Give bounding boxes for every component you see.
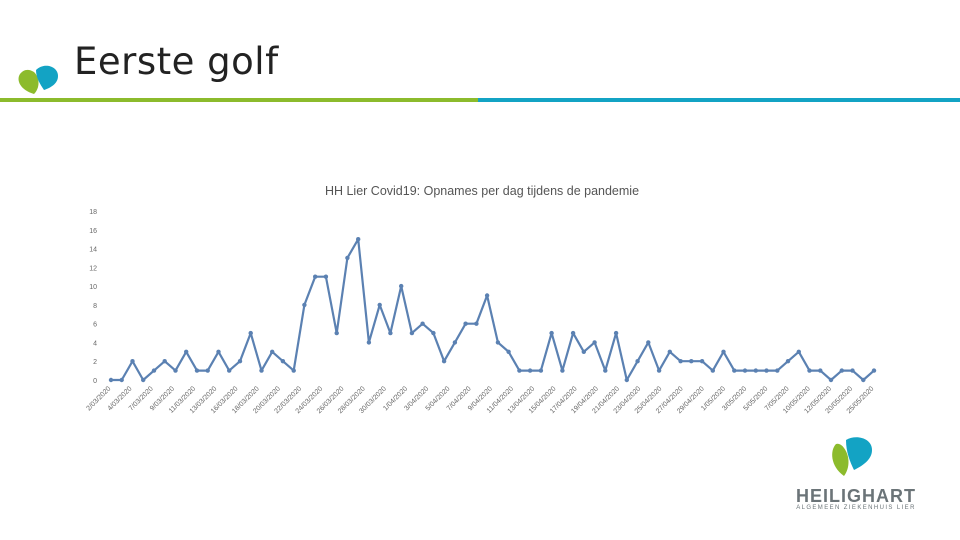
y-tick-label: 6 <box>93 322 97 329</box>
data-point <box>570 330 576 336</box>
data-point <box>388 330 393 336</box>
data-point <box>399 283 404 289</box>
data-point <box>581 349 586 354</box>
data-point <box>162 359 167 364</box>
title-rule-blue <box>478 98 960 102</box>
data-point <box>270 349 275 354</box>
data-point <box>538 368 544 373</box>
data-point <box>345 255 350 261</box>
data-point <box>753 368 758 373</box>
y-tick-label: 14 <box>89 247 97 254</box>
heilighart-logo-icon <box>18 65 58 94</box>
data-point <box>764 368 769 373</box>
brand-subtitle: ALGEMEEN ZIEKENHUIS LIER <box>796 505 916 511</box>
data-point <box>173 368 178 373</box>
y-tick-label: 18 <box>89 209 97 216</box>
data-point <box>603 368 608 373</box>
data-point <box>861 377 866 383</box>
data-point <box>796 349 801 354</box>
data-point <box>409 330 415 336</box>
data-point <box>119 377 124 383</box>
data-point <box>839 368 844 373</box>
y-tick-label: 8 <box>93 303 97 310</box>
data-point <box>452 340 458 345</box>
data-point <box>291 368 296 373</box>
data-point <box>334 330 339 336</box>
data-point <box>108 377 114 383</box>
data-point <box>710 368 715 373</box>
title-rule-green <box>0 98 478 102</box>
y-tick-label: 4 <box>93 340 97 347</box>
data-point <box>549 330 554 336</box>
data-point <box>366 340 372 345</box>
data-point <box>828 377 834 383</box>
data-point <box>646 340 651 345</box>
data-point <box>495 340 501 345</box>
data-point <box>506 349 511 354</box>
chart-title: HH Lier Covid19: Opnames per dag tijdens… <box>325 184 639 198</box>
data-point <box>463 321 468 326</box>
data-point <box>259 368 264 373</box>
data-point <box>699 359 705 364</box>
data-point <box>775 368 780 373</box>
data-point <box>732 368 737 373</box>
slide-title: Eerste golf <box>74 40 279 83</box>
data-point <box>785 359 791 364</box>
data-point <box>313 274 318 279</box>
data-point <box>592 340 597 345</box>
data-point <box>635 359 640 364</box>
data-point <box>742 368 748 373</box>
data-point <box>431 330 436 336</box>
data-point <box>184 349 189 354</box>
data-point <box>141 377 146 383</box>
data-point <box>527 368 533 373</box>
data-point <box>280 359 286 364</box>
data-point <box>560 368 565 373</box>
data-point <box>216 349 221 354</box>
data-point <box>377 302 382 308</box>
data-point <box>302 302 307 308</box>
data-point <box>678 359 683 364</box>
y-tick-label: 2 <box>93 359 97 366</box>
data-point <box>656 368 662 373</box>
y-tick-label: 0 <box>93 378 97 385</box>
data-point <box>871 368 877 373</box>
y-tick-label: 10 <box>89 284 97 291</box>
data-point <box>356 237 361 242</box>
data-point <box>667 349 672 354</box>
data-point <box>818 368 823 373</box>
brand-name: HEILIGHART <box>796 486 916 506</box>
y-tick-label: 16 <box>89 228 97 235</box>
data-point <box>441 359 447 364</box>
brand-heart-icon <box>832 437 872 476</box>
data-point <box>850 368 855 373</box>
data-point <box>517 368 522 373</box>
data-point <box>205 368 210 373</box>
series-line <box>111 238 875 382</box>
data-point <box>613 330 619 336</box>
data-point <box>689 359 694 364</box>
data-point <box>420 321 425 326</box>
data-point <box>194 368 200 373</box>
data-point <box>227 368 232 373</box>
data-point <box>151 368 157 373</box>
data-point <box>474 321 479 326</box>
data-point <box>624 377 629 383</box>
data-point <box>323 274 329 279</box>
data-point <box>807 368 812 373</box>
data-point <box>130 359 135 364</box>
y-tick-label: 12 <box>89 265 97 272</box>
data-point <box>721 349 726 354</box>
data-point <box>248 330 253 336</box>
data-point <box>237 359 243 364</box>
data-point <box>484 293 490 298</box>
